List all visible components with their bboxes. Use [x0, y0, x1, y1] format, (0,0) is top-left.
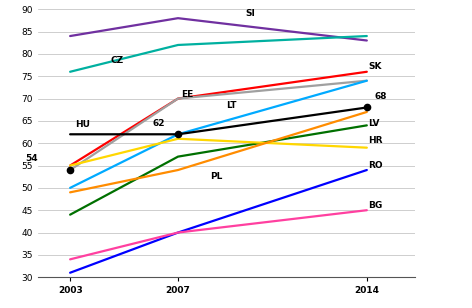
Text: 62: 62: [152, 119, 165, 128]
Text: SI: SI: [245, 9, 255, 18]
Text: HU: HU: [76, 120, 91, 129]
Text: RO: RO: [368, 161, 383, 170]
Text: LT: LT: [227, 101, 237, 110]
Text: 68: 68: [375, 92, 388, 101]
Text: SK: SK: [368, 62, 382, 71]
Text: CZ: CZ: [110, 56, 124, 65]
Text: EE: EE: [181, 90, 193, 99]
Text: LV: LV: [368, 119, 379, 128]
Text: BG: BG: [368, 201, 382, 210]
Text: 54: 54: [25, 154, 38, 163]
Text: PL: PL: [211, 172, 223, 181]
Text: HR: HR: [368, 136, 383, 145]
